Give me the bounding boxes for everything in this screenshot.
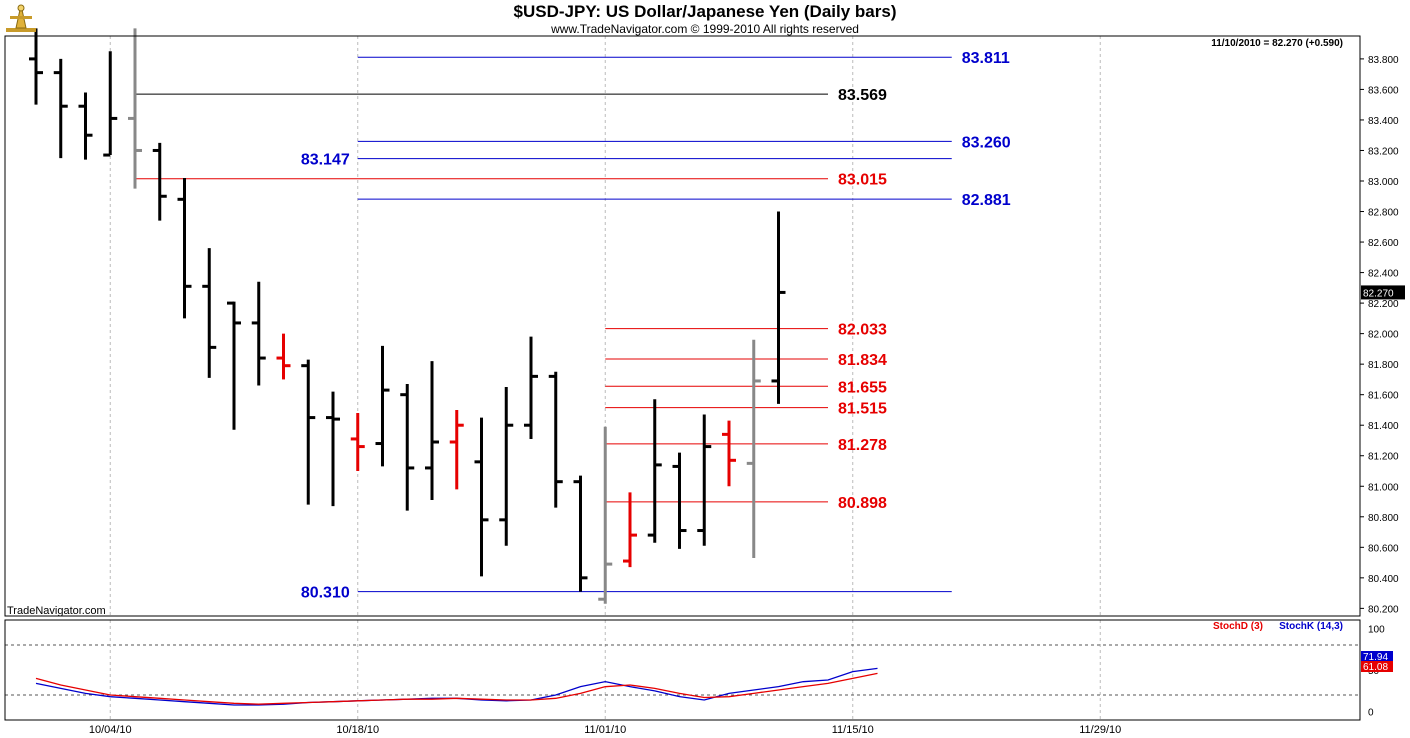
level-label: 83.811	[962, 50, 1010, 67]
y-tick-label: 83.400	[1368, 116, 1399, 127]
level-label: 81.515	[838, 401, 887, 418]
ohlc-bar	[152, 142, 167, 221]
last-price-info: 11/10/2010 = 82.270 (+0.590)	[1211, 38, 1343, 49]
y-tick-label: 81.800	[1368, 360, 1399, 371]
ohlc-bar	[697, 414, 712, 546]
y-tick-label: 81.400	[1368, 421, 1399, 432]
last-price-badge	[1361, 285, 1405, 300]
y-tick-label: 83.800	[1368, 55, 1399, 66]
ohlc-bar	[623, 492, 637, 568]
y-tick-label: 81.000	[1368, 482, 1399, 493]
ohlc-bar	[103, 51, 118, 157]
y-tick-label: 81.600	[1368, 391, 1399, 402]
x-tick-label: 11/15/10	[832, 724, 874, 736]
ohlc-bar	[227, 301, 241, 430]
ohlc-bar	[400, 384, 415, 511]
y-tick-label: 83.200	[1368, 146, 1399, 157]
stochK-badge	[1361, 651, 1393, 662]
ohlc-bar	[29, 28, 43, 105]
last-price-label: 82.270	[1363, 288, 1394, 299]
level-label: 81.655	[838, 379, 887, 396]
level-label: 83.015	[838, 172, 887, 189]
y-tick-label: 80.400	[1368, 574, 1399, 585]
level-label: 80.310	[301, 585, 350, 602]
ohlc-bar	[276, 333, 291, 380]
stochK-last-label: 71.94	[1363, 652, 1388, 663]
x-tick-label: 10/04/10	[89, 724, 132, 736]
ohlc-bar	[177, 177, 192, 319]
y-tick-label: 81.200	[1368, 452, 1399, 463]
y-tick-label: 83.600	[1368, 85, 1399, 96]
ohlc-bar	[722, 420, 736, 487]
stochD-line	[35, 672, 878, 705]
y-tick-label: 82.600	[1368, 238, 1399, 249]
ohlc-bar	[251, 281, 266, 386]
ohlc-bar	[375, 345, 390, 467]
y-tick-label: 82.400	[1368, 269, 1399, 280]
ohlc-bar	[499, 387, 514, 546]
level-lines: 83.811 83.569 83.260 83.147 83.015 82.881 82.0…	[135, 50, 1011, 602]
y-tick-label: 82.200	[1368, 299, 1399, 310]
ohlc-bar	[350, 413, 365, 471]
level-label: 81.278	[838, 437, 887, 454]
y-tick-label: 80.800	[1368, 513, 1399, 524]
ohlc-bar	[647, 399, 662, 543]
level-label: 82.881	[962, 192, 1011, 209]
ohlc-bar	[524, 336, 538, 439]
ohlc-bar	[449, 409, 464, 490]
ohlc-bar	[326, 391, 340, 507]
ohlc-bar	[548, 371, 563, 508]
x-tick-label: 11/01/10	[584, 724, 626, 736]
stoch-panel-frame	[4, 619, 1361, 721]
watermark: TradeNavigator.com	[7, 605, 106, 617]
y-tick-label: 82.000	[1368, 330, 1399, 341]
stoch-legend-d: StochD (3)	[1213, 621, 1263, 632]
ohlc-bars	[29, 28, 786, 604]
trade-navigator-logo	[4, 2, 38, 36]
price-panel-frame	[4, 35, 1361, 617]
y-tick-label: 80.600	[1368, 543, 1399, 554]
level-label: 82.033	[838, 322, 887, 339]
stochD-badge	[1361, 661, 1393, 672]
stoch-y-tick-label: 0	[1368, 708, 1374, 719]
stochK-line	[35, 667, 878, 706]
x-tick-label: 11/29/10	[1079, 724, 1121, 736]
stochD-last-label: 61.08	[1363, 662, 1388, 673]
level-label: 80.898	[838, 495, 887, 512]
ohlc-bar	[301, 359, 316, 505]
ohlc-bar	[771, 211, 786, 404]
ohlc-bar	[474, 417, 489, 577]
level-label: 83.147	[301, 152, 350, 169]
level-label: 83.569	[838, 87, 887, 104]
stoch-legend-k: StochK (14,3)	[1279, 621, 1343, 632]
axes: 10/04/10 10/18/10 11/01/10 11/15/10 11/29/10…	[4, 35, 1405, 736]
ohlc-bar	[53, 58, 68, 159]
ohlc-bar	[573, 475, 588, 592]
ohlc-bar	[672, 452, 687, 549]
ohlc-bar	[128, 28, 142, 189]
level-label: 83.260	[962, 134, 1011, 151]
chart-subtitle: www.TradeNavigator.com © 1999-2010 All r…	[551, 22, 859, 36]
ohlc-bar	[202, 248, 217, 378]
ohlc-bar	[746, 339, 761, 558]
ohlc-bar	[598, 426, 613, 604]
stoch-y-tick-label: 100	[1368, 624, 1385, 635]
y-tick-label: 83.000	[1368, 177, 1399, 188]
level-label: 81.834	[838, 352, 887, 369]
y-tick-label: 80.200	[1368, 604, 1399, 615]
ohlc-bar	[425, 361, 439, 500]
y-tick-label: 82.800	[1368, 208, 1399, 219]
x-tick-label: 10/18/10	[336, 724, 379, 736]
chart-title: $USD-JPY: US Dollar/Japanese Yen (Daily …	[513, 2, 897, 21]
ohlc-bar	[78, 92, 93, 160]
